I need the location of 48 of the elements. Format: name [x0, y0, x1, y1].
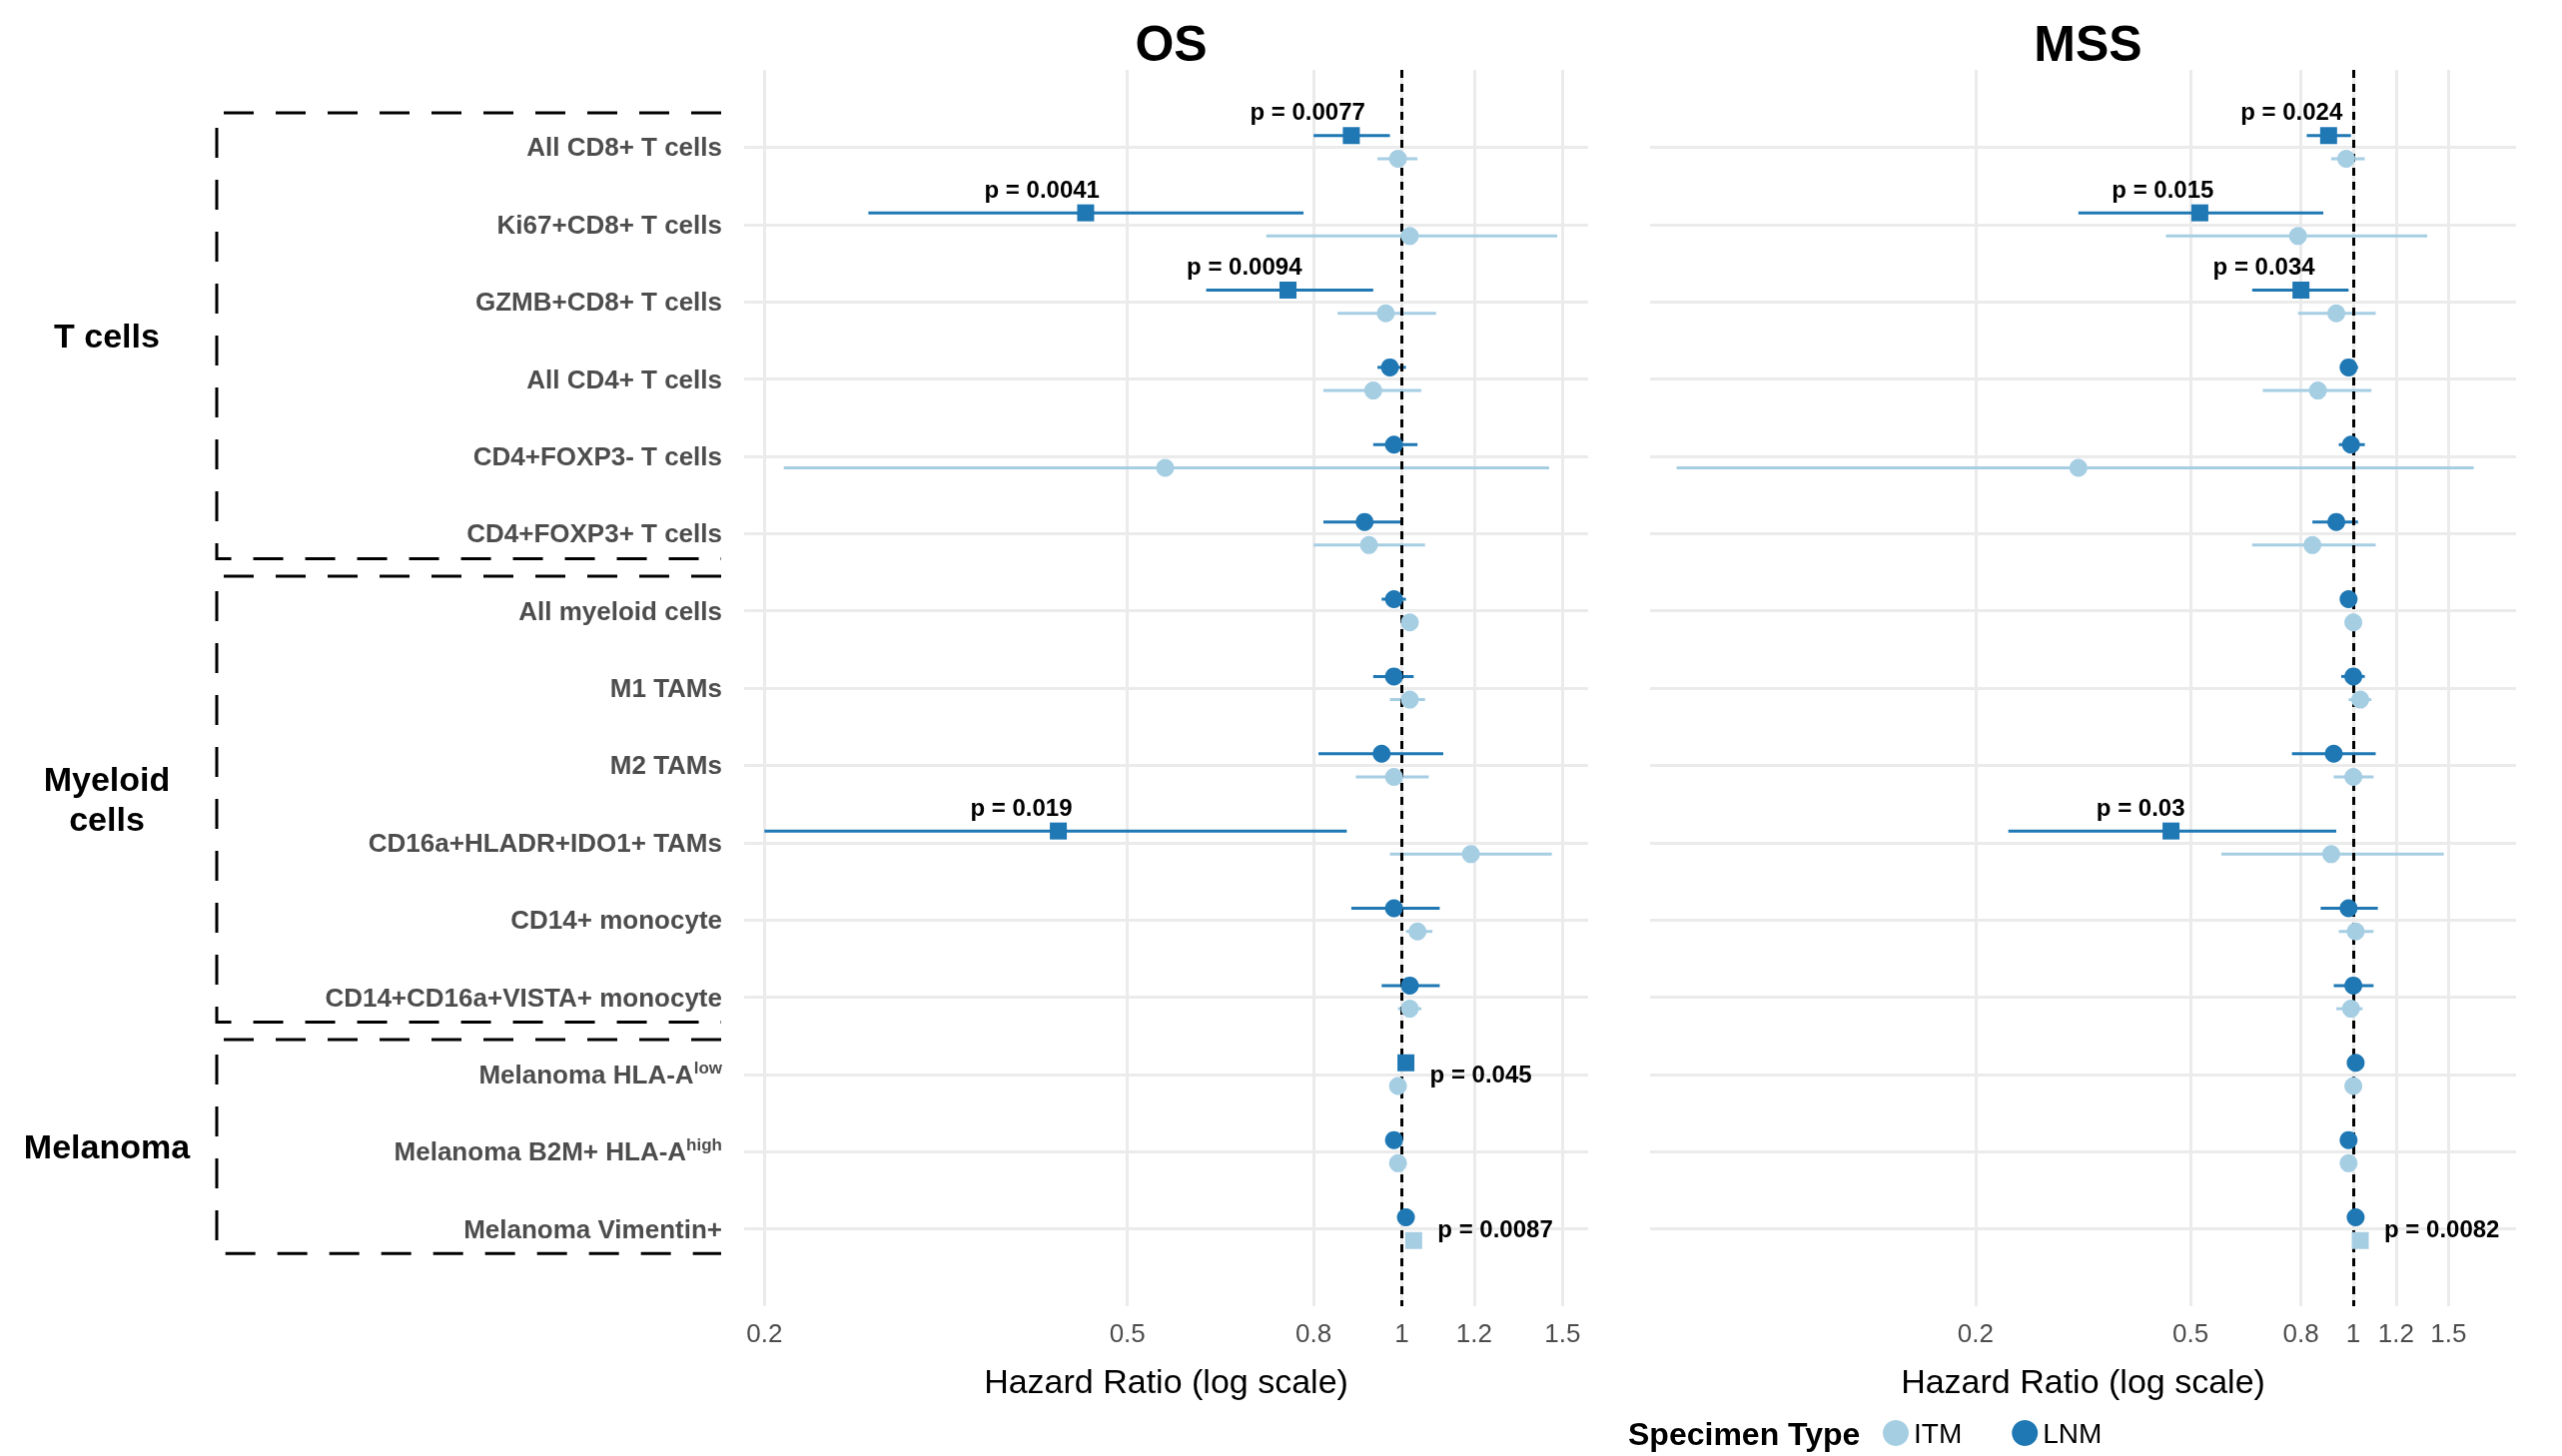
y-tick-label: CD16a+HLADR+IDO1+ TAMs [368, 827, 722, 858]
y-tick-label: All CD8+ T cells [526, 132, 722, 163]
x-tick-label: 0.8 [1295, 1318, 1332, 1348]
x-tick-label: 1 [2345, 1318, 2361, 1348]
x-tick-label: 1.5 [2430, 1318, 2467, 1348]
annotation: p = 0.03 [2096, 793, 2185, 821]
x-axis-title: Hazard Ratio (log scale) [1901, 1362, 2265, 1400]
x-tick-label: 0.5 [1109, 1318, 1146, 1348]
x-tick-label: 1 [1394, 1318, 1409, 1348]
y-tick-label: Melanoma Vimentin+ [463, 1213, 722, 1244]
y-tick-label: CD4+FOXP3+ T cells [466, 518, 722, 549]
x-tick-label: 0.5 [2172, 1318, 2209, 1348]
text: T cells [53, 315, 161, 356]
x-axis-title: Hazard Ratio (log scale) [984, 1362, 1348, 1400]
legend-label: ITM [1914, 1417, 1963, 1449]
x-tick-label: 0.8 [2282, 1318, 2319, 1348]
y-tick-label: Ki67+CD8+ T cells [496, 209, 722, 240]
x-tick-label: 0.2 [1957, 1318, 1994, 1348]
y-tick-label: Melanoma B2M+ HLA-A$^{high}$ [394, 1135, 722, 1167]
x-tick-label: 1.2 [2377, 1318, 2415, 1348]
annotation: p = 0.0087 [1437, 1215, 1553, 1243]
y-tick-label: GZMB+CD8+ T cells [474, 287, 722, 318]
y-tick-label: M2 TAMs [609, 750, 722, 781]
annotation: p = 0.0082 [2384, 1215, 2500, 1243]
legend-title: Specimen Type [1628, 1416, 1861, 1452]
x-tick-label: 1.5 [1544, 1318, 1581, 1348]
y-tick-label: Melanoma HLA-A$^{low}$ [478, 1059, 722, 1090]
y-tick-label: All myeloid cells [518, 595, 722, 626]
annotation: p = 0.0077 [1250, 98, 1365, 126]
text: Melanoma [22, 1126, 192, 1167]
x-tick-label: 0.2 [746, 1318, 783, 1348]
annotation: p = 0.015 [2112, 175, 2214, 203]
text: Myeloid cells [42, 759, 172, 840]
chart-title: OS [1135, 16, 1208, 72]
y-tick-label: CD14+CD16a+VISTA+ monocyte [325, 982, 722, 1013]
chart-title: MSS [2034, 16, 2142, 72]
annotation: p = 0.045 [1429, 1061, 1532, 1089]
x-tick-label: 1.2 [1455, 1318, 1492, 1348]
annotation: p = 0.0094 [1187, 253, 1303, 281]
y-tick-label: CD14+ monocyte [510, 905, 722, 936]
y-tick-label: M1 TAMs [609, 673, 722, 703]
y-tick-label: All CD4+ T cells [526, 364, 722, 394]
annotation: p = 0.034 [2212, 253, 2316, 281]
annotation: p = 0.0041 [984, 175, 1100, 203]
annotation: p = 0.024 [2240, 98, 2343, 126]
y-tick-label: CD4+FOXP3- T cells [472, 440, 722, 471]
legend-label: LNM [2043, 1417, 2103, 1449]
annotation: p = 0.019 [970, 793, 1073, 821]
